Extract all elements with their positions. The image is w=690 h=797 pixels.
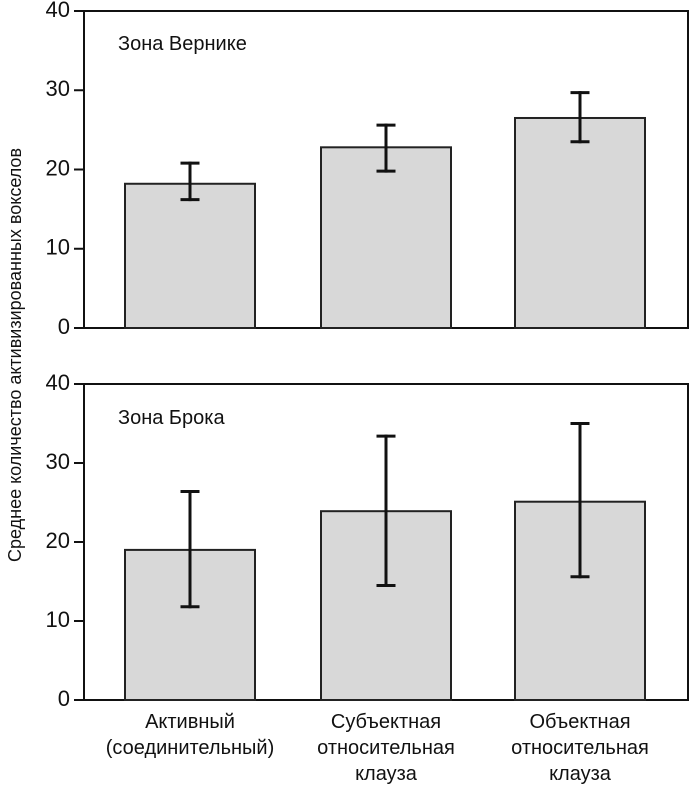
y-tick-label-2-30: 30 bbox=[46, 449, 70, 474]
panel-title-1: Зона Вернике bbox=[118, 33, 247, 55]
x-category-label-3-1: Объектная bbox=[529, 711, 630, 733]
bar-1-1 bbox=[124, 182, 256, 329]
y-tick-label-2-10: 10 bbox=[46, 607, 70, 632]
x-category-label-1-1: Активный bbox=[145, 711, 235, 733]
y-tick-label-2-40: 40 bbox=[46, 370, 70, 395]
x-category-label-1-2: (соединительный) bbox=[106, 737, 275, 759]
y-tick-label-1-10: 10 bbox=[46, 235, 70, 260]
panel-title-2: Зона Брока bbox=[118, 407, 225, 429]
bar-1-3 bbox=[514, 116, 646, 329]
y-tick-label-2-20: 20 bbox=[46, 528, 70, 553]
x-category-label-3-3: клауза bbox=[549, 763, 612, 785]
x-category-label-2-1: Субъектная bbox=[331, 711, 441, 733]
x-category-label-2-2: относительная bbox=[317, 737, 455, 759]
y-tick-label-2-0: 0 bbox=[58, 686, 70, 711]
y-tick-label-1-0: 0 bbox=[58, 314, 70, 339]
x-category-label-2-3: клауза bbox=[355, 763, 418, 785]
x-category-label-3-2: относительная bbox=[511, 737, 649, 759]
y-tick-label-1-20: 20 bbox=[46, 155, 70, 180]
bar-1-2 bbox=[320, 146, 452, 329]
y-tick-label-1-40: 40 bbox=[46, 0, 70, 22]
y-tick-label-1-30: 30 bbox=[46, 76, 70, 101]
y-axis-label: Среднее количество активизированных вокс… bbox=[5, 148, 25, 562]
